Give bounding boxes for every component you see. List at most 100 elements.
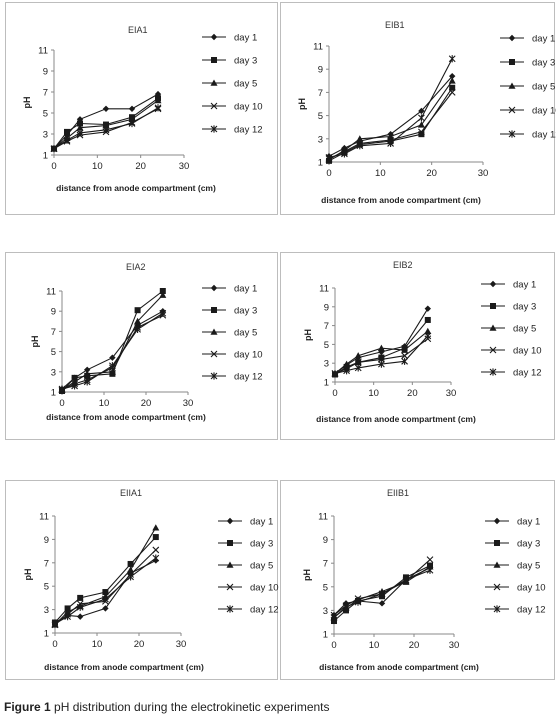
data-point: [426, 566, 434, 574]
x-tick-label: 0: [59, 398, 64, 409]
data-point: [426, 556, 434, 564]
x-axis-label: distance from anode compartment (cm): [316, 414, 476, 424]
x-tick-label: 10: [92, 161, 103, 172]
x-tick-label: 0: [326, 168, 331, 179]
legend: day 1 day 3 day 5 day 10 day 12: [202, 33, 263, 136]
data-point: [108, 368, 116, 375]
legend-marker: [508, 82, 516, 89]
y-tick-label: 9: [318, 65, 323, 76]
legend-marker: [226, 583, 234, 591]
data-point: [154, 104, 162, 112]
x-tick-label: 20: [407, 388, 418, 399]
legend-marker: [226, 605, 234, 613]
series-day-5: [51, 524, 160, 628]
data-point: [448, 55, 456, 63]
data-point: [448, 89, 456, 96]
x-tick-label: 20: [141, 398, 152, 409]
x-tick-label: 10: [368, 388, 379, 399]
legend-label: day 12: [532, 130, 556, 141]
legend-label: day 5: [234, 328, 257, 339]
y-tick-label: 11: [313, 42, 323, 53]
data-point: [343, 360, 351, 367]
data-point: [134, 325, 141, 333]
data-point: [127, 560, 134, 567]
y-tick-label: 3: [318, 134, 323, 145]
legend-label: day 10: [234, 102, 263, 113]
series-day-12: [50, 104, 162, 153]
data-point: [448, 77, 456, 84]
data-point: [76, 603, 84, 611]
data-point: [342, 603, 350, 611]
data-point: [64, 128, 70, 135]
x-tick-label: 20: [409, 640, 420, 651]
x-tick-label: 0: [332, 388, 337, 399]
data-point: [343, 363, 350, 370]
y-tick-label: 3: [43, 130, 48, 141]
series-line: [61, 312, 164, 390]
legend-label: day 1: [513, 280, 536, 291]
data-point: [152, 554, 160, 562]
y-tick-label: 11: [38, 46, 48, 57]
y-tick-label: 11: [46, 287, 56, 298]
legend-marker: [226, 517, 234, 525]
series-day-10: [325, 89, 456, 162]
data-point: [102, 595, 109, 603]
legend-marker: [493, 583, 501, 591]
legend-label: day 3: [234, 306, 257, 317]
legend-label: day 10: [234, 350, 263, 361]
x-tick-label: 0: [52, 639, 57, 650]
series-day-12: [331, 332, 432, 378]
data-point: [402, 576, 410, 584]
data-point: [330, 613, 338, 622]
chart-panel-eib1: EIB1 1 3 5 7 9 11 0 10 20 30 pH distance from anode …: [280, 2, 556, 215]
x-tick-label: 30: [478, 168, 489, 179]
data-point: [102, 105, 110, 112]
legend-label: day 10: [250, 583, 279, 594]
y-axis-label: pH: [303, 329, 313, 341]
legend-marker: [226, 561, 234, 568]
series-day-12: [325, 55, 456, 161]
legend-marker: [493, 517, 501, 525]
series-line: [334, 338, 429, 375]
series-line: [328, 58, 453, 158]
y-tick-label: 5: [318, 111, 323, 122]
data-point: [102, 126, 110, 134]
y-tick-label: 3: [44, 605, 49, 616]
data-point: [64, 605, 71, 612]
chart-title: EIA2: [126, 262, 146, 272]
x-tick-label: 10: [369, 640, 380, 651]
chart-panel-eia1: EIA1 1 3 5 7 9 11 0 10 20 30 pH distance from anode …: [5, 2, 278, 215]
data-point: [159, 291, 167, 298]
chart-panel-eia2: EIA2 1 3 5 7 9 11 0 10 20 30 pH distance from anode …: [5, 252, 278, 440]
legend-marker: [210, 79, 218, 86]
data-point: [424, 332, 432, 340]
figure-caption-text: pH distribution during the electrokineti…: [50, 700, 330, 714]
data-point: [154, 90, 162, 98]
data-point: [401, 357, 408, 365]
data-point: [152, 534, 159, 541]
chart-title: EIA1: [128, 25, 148, 35]
x-tick-label: 10: [92, 639, 103, 650]
series-line: [54, 557, 157, 625]
data-point: [83, 378, 91, 386]
data-point: [84, 366, 91, 373]
y-tick-label: 9: [51, 307, 56, 318]
y-tick-label: 1: [323, 630, 328, 641]
legend: day 1 day 3 day 5 day 10 day 12: [481, 280, 542, 379]
legend-label: day 3: [234, 56, 257, 67]
data-point: [354, 358, 362, 366]
legend-label: day 12: [234, 372, 263, 383]
y-axis-label: pH: [22, 97, 32, 109]
x-tick-label: 10: [99, 398, 110, 409]
chart-panel-eiia1: EIIA1 1 3 5 7 9 11 0 10 20 30 pH distance from anode…: [5, 480, 279, 680]
data-point: [377, 344, 385, 351]
data-point: [127, 566, 135, 573]
legend-marker: [210, 33, 218, 41]
x-tick-label: 30: [446, 388, 457, 399]
data-point: [378, 360, 385, 368]
legend-marker: [508, 130, 516, 138]
series-day-12: [58, 309, 167, 393]
data-point: [418, 128, 425, 136]
legend: day 1 day 3 day 5 day 10 day 12: [218, 517, 279, 616]
figure-caption: Figure 1 pH distribution during the elec…: [4, 700, 330, 714]
